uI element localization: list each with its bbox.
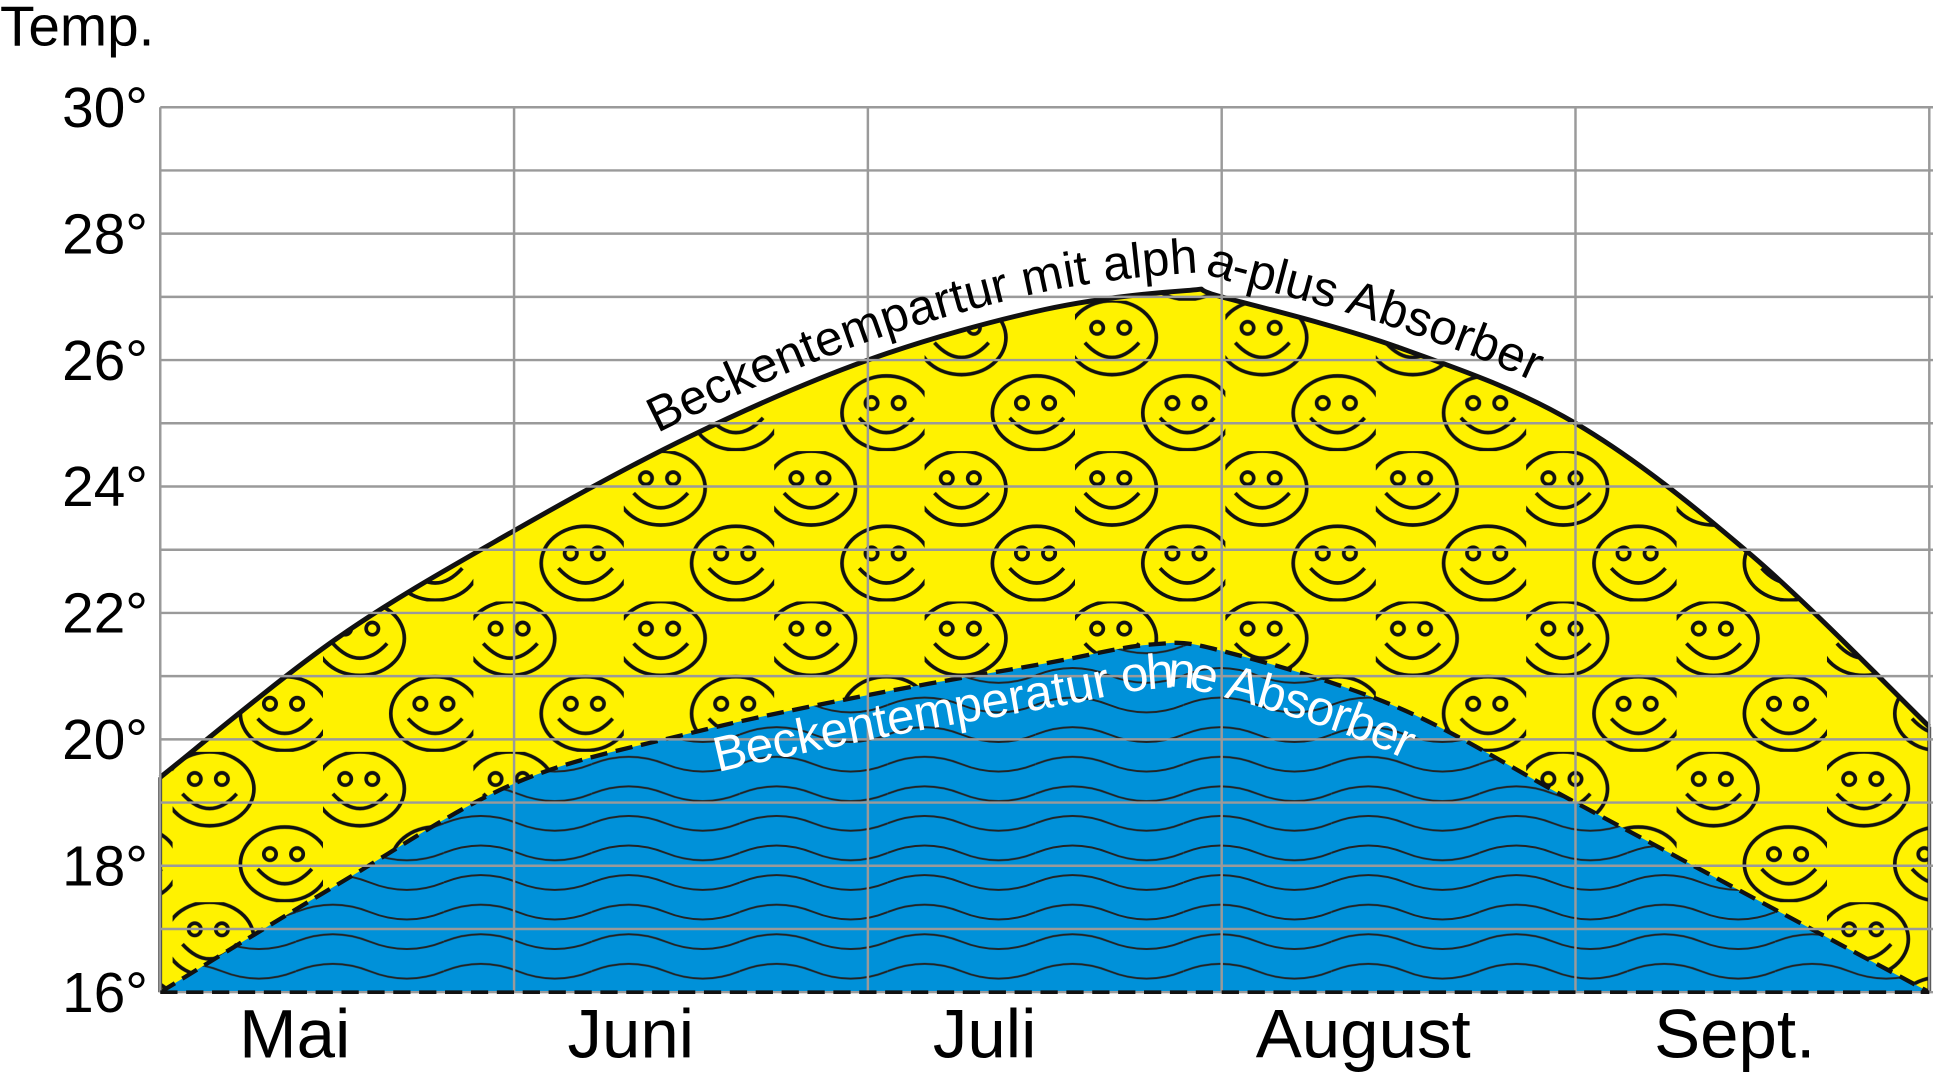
y-tick-label: 28° <box>62 203 148 266</box>
x-tick-label: Sept. <box>1654 996 1815 1073</box>
y-tick-label: 18° <box>62 835 148 898</box>
y-tick-label: 24° <box>62 456 148 519</box>
y-tick-label: 30° <box>62 77 148 140</box>
x-tick-label: Juli <box>933 996 1037 1073</box>
x-axis: Mai Juni Juli August Sept. <box>239 996 1815 1073</box>
y-tick-label: 16° <box>62 962 148 1025</box>
series-0-line <box>158 286 1932 780</box>
areas <box>158 286 1932 995</box>
series-1-line <box>159 640 1931 995</box>
y-tick-label: 26° <box>62 330 148 393</box>
x-tick-label: Mai <box>239 996 350 1073</box>
x-tick-label: August <box>1256 996 1471 1073</box>
y-axis-label: Temp. <box>0 0 154 59</box>
y-tick-label: 20° <box>62 709 148 772</box>
y-axis: 16° 18° 20° 22° 24° 26° 28° 30° <box>62 77 148 1025</box>
x-tick-label: Juni <box>568 996 695 1073</box>
y-tick-label: 22° <box>62 583 148 646</box>
series-1-pattern <box>160 642 1930 993</box>
